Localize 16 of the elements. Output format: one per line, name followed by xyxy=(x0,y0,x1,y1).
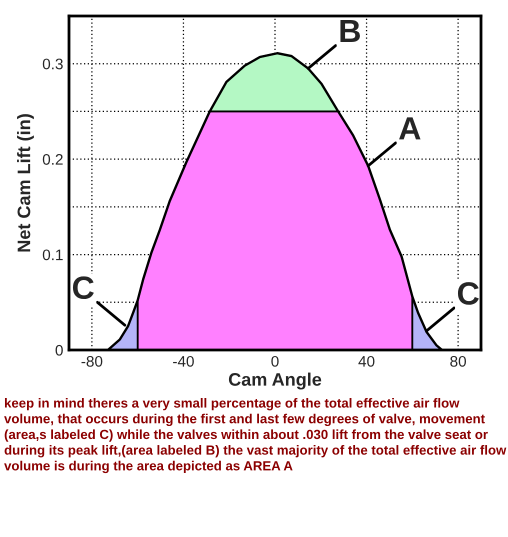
text: keep in mind theres a very small percentage of the total effective air flow volume, that occurs during the first and last few degrees of valve, movement (area,s labeled C) while the valves within about .030 lift from the valve seat or during its peak lift,(area labeled B) the vast majority of the total effective air flow volume is during the area depicted as AREA A xyxy=(4,398,506,474)
annotation: B xyxy=(340,20,360,42)
x-tick-label: -80 xyxy=(82,356,102,367)
y-tick-label: 0 xyxy=(56,344,63,356)
y-tick-label: 0.2 xyxy=(42,154,63,165)
annotation: C xyxy=(458,282,479,305)
y-axis-title: Net Cam Lift (in) xyxy=(17,114,34,252)
x-tick-label: 40 xyxy=(358,356,374,367)
x-tick-label: 80 xyxy=(450,356,466,367)
annotation: A xyxy=(399,117,421,140)
x-axis-title: Cam Angle xyxy=(228,372,322,390)
y-tick-label: 0.3 xyxy=(42,58,63,70)
x-tick-label: 0 xyxy=(271,356,279,367)
y-tick-label: 0.1 xyxy=(42,249,63,260)
x-tick-label: -40 xyxy=(173,356,194,367)
annotation: C xyxy=(72,276,94,300)
